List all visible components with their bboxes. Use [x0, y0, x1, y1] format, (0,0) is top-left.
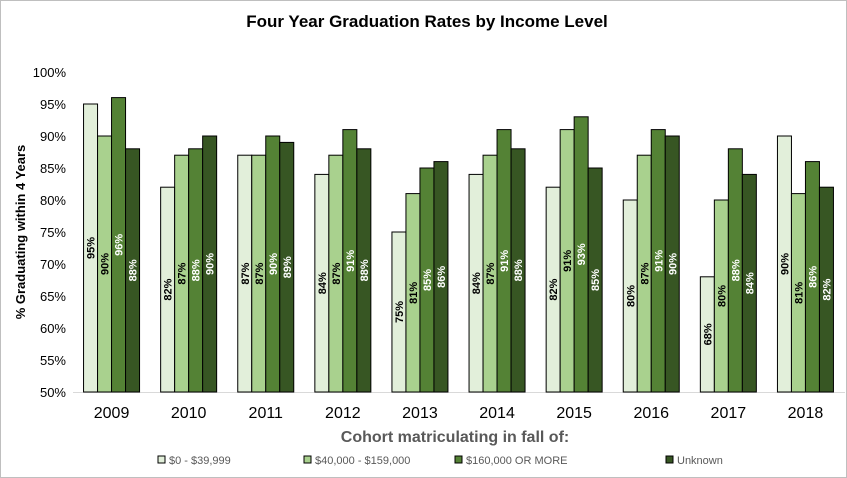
data-label: 68% [702, 323, 714, 345]
x-tick-label: 2018 [788, 405, 824, 422]
y-tick-label: 80% [40, 193, 66, 208]
data-label: 88% [128, 259, 140, 281]
data-label: 84% [744, 272, 756, 294]
data-label: 96% [114, 234, 126, 256]
data-label: 88% [359, 259, 371, 281]
data-label: 82% [163, 278, 175, 300]
bar [125, 148, 141, 393]
data-label: 91% [345, 250, 357, 272]
legend-label: $0 - $39,999 [169, 455, 231, 467]
data-label: 86% [436, 266, 448, 288]
data-label: 87% [639, 262, 651, 284]
data-label: 87% [254, 262, 266, 284]
data-label: 89% [282, 256, 294, 278]
y-tick-label: 60% [40, 321, 66, 336]
y-tick-label: 85% [40, 161, 66, 176]
y-tick-label: 50% [40, 385, 66, 400]
bar [279, 141, 295, 393]
x-tick-label: 2010 [171, 405, 207, 422]
data-label: 84% [317, 272, 329, 294]
bar [664, 135, 680, 393]
bar [741, 173, 757, 393]
x-tick-label: 2014 [479, 405, 515, 422]
x-tick-label: 2013 [402, 405, 438, 422]
legend-label: Unknown [677, 455, 723, 467]
x-axis-label: Cohort matriculating in fall of: [341, 429, 569, 446]
data-label: 88% [191, 259, 203, 281]
data-label: 95% [86, 237, 98, 259]
y-tick-label: 95% [40, 97, 66, 112]
y-tick-label: 55% [40, 353, 66, 368]
y-tick-label: 100% [33, 65, 67, 80]
data-label: 80% [625, 285, 637, 307]
x-tick-label: 2015 [556, 405, 592, 422]
y-tick-label: 75% [40, 225, 66, 240]
data-label: 91% [562, 250, 574, 272]
x-tick-label: 2012 [325, 405, 361, 422]
data-label: 80% [716, 285, 728, 307]
data-label: 81% [793, 282, 805, 304]
x-tick-label: 2017 [711, 405, 747, 422]
data-label: 90% [667, 253, 679, 275]
x-tick-label: 2011 [249, 405, 284, 422]
y-tick-label: 90% [40, 129, 66, 144]
data-label: 91% [499, 250, 511, 272]
data-label: 88% [730, 259, 742, 281]
data-label: 90% [100, 253, 112, 275]
data-label: 91% [653, 250, 665, 272]
bar [433, 161, 449, 393]
legend-swatch [454, 455, 463, 464]
x-tick-label: 2009 [94, 405, 130, 422]
bar [510, 148, 526, 393]
data-label: 84% [471, 272, 483, 294]
bar [818, 186, 834, 393]
data-label: 85% [422, 269, 434, 291]
legend-label: $40,000 - $159,000 [315, 455, 410, 467]
bar [356, 148, 372, 393]
data-label: 87% [240, 262, 252, 284]
data-label: 90% [779, 253, 791, 275]
data-label: 82% [548, 278, 560, 300]
data-label: 88% [513, 259, 525, 281]
data-label: 86% [807, 266, 819, 288]
y-axis-label: % Graduating within 4 Years [13, 145, 28, 320]
data-label: 90% [268, 253, 280, 275]
bar [587, 167, 603, 393]
legend-swatch [157, 455, 166, 464]
y-tick-label: 70% [40, 257, 66, 272]
data-label: 87% [485, 262, 497, 284]
legend-swatch [303, 455, 312, 464]
y-tick-label: 65% [40, 289, 66, 304]
legend-swatch [665, 455, 674, 464]
bar [202, 135, 218, 393]
data-label: 81% [408, 282, 420, 304]
data-label: 82% [821, 278, 833, 300]
data-label: 90% [205, 253, 217, 275]
x-tick-label: 2016 [633, 405, 669, 422]
data-label: 75% [394, 301, 406, 323]
data-label: 93% [576, 243, 588, 265]
data-label: 87% [177, 262, 189, 284]
legend-label: $160,000 OR MORE [466, 455, 568, 467]
data-label: 87% [331, 262, 343, 284]
data-label: 85% [590, 269, 602, 291]
chart-title: Four Year Graduation Rates by Income Lev… [246, 12, 608, 31]
